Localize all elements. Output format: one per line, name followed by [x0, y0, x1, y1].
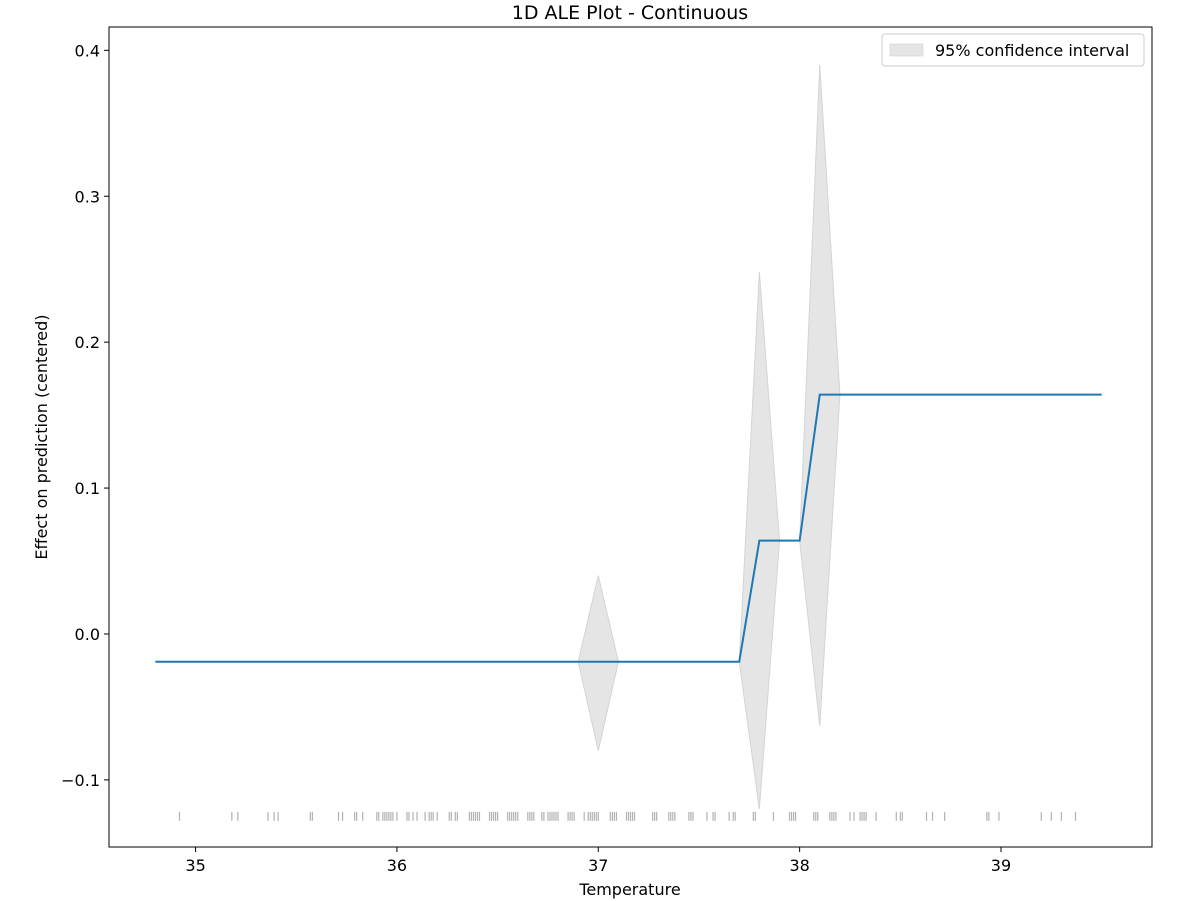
x-tick-label: 36 — [387, 856, 407, 875]
confidence-band-0 — [577, 575, 619, 751]
x-axis: 35 36 37 38 39 — [185, 847, 1011, 875]
y-tick-label: 0.4 — [75, 41, 100, 60]
x-tick-label: 35 — [185, 856, 205, 875]
legend-box — [881, 33, 1145, 67]
y-axis-label: Effect on prediction (centered) — [32, 314, 51, 559]
plot-frame — [108, 26, 1153, 848]
y-tick-label: 0.3 — [75, 187, 100, 206]
x-tick-label: 38 — [789, 856, 809, 875]
x-axis-label: Temperature — [578, 880, 680, 899]
legend: 95% confidence interval — [881, 33, 1145, 67]
y-tick-label: −0.1 — [61, 771, 100, 790]
y-tick-label: 0.0 — [75, 625, 100, 644]
legend-label: 95% confidence interval — [935, 41, 1129, 60]
rug-layer — [178, 811, 1077, 821]
chart-title: 1D ALE Plot - Continuous — [512, 2, 748, 24]
series-layer — [155, 393, 1102, 663]
y-axis: −0.1 0.0 0.1 0.2 0.3 0.4 — [61, 41, 109, 790]
y-tick-label: 0.2 — [75, 333, 100, 352]
x-tick-label: 37 — [588, 856, 608, 875]
legend-swatch — [889, 43, 924, 57]
ale-line-0 — [155, 393, 1102, 663]
confidence-interval-layer — [577, 64, 841, 810]
x-tick-label: 39 — [991, 856, 1011, 875]
y-tick-label: 0.1 — [75, 479, 100, 498]
